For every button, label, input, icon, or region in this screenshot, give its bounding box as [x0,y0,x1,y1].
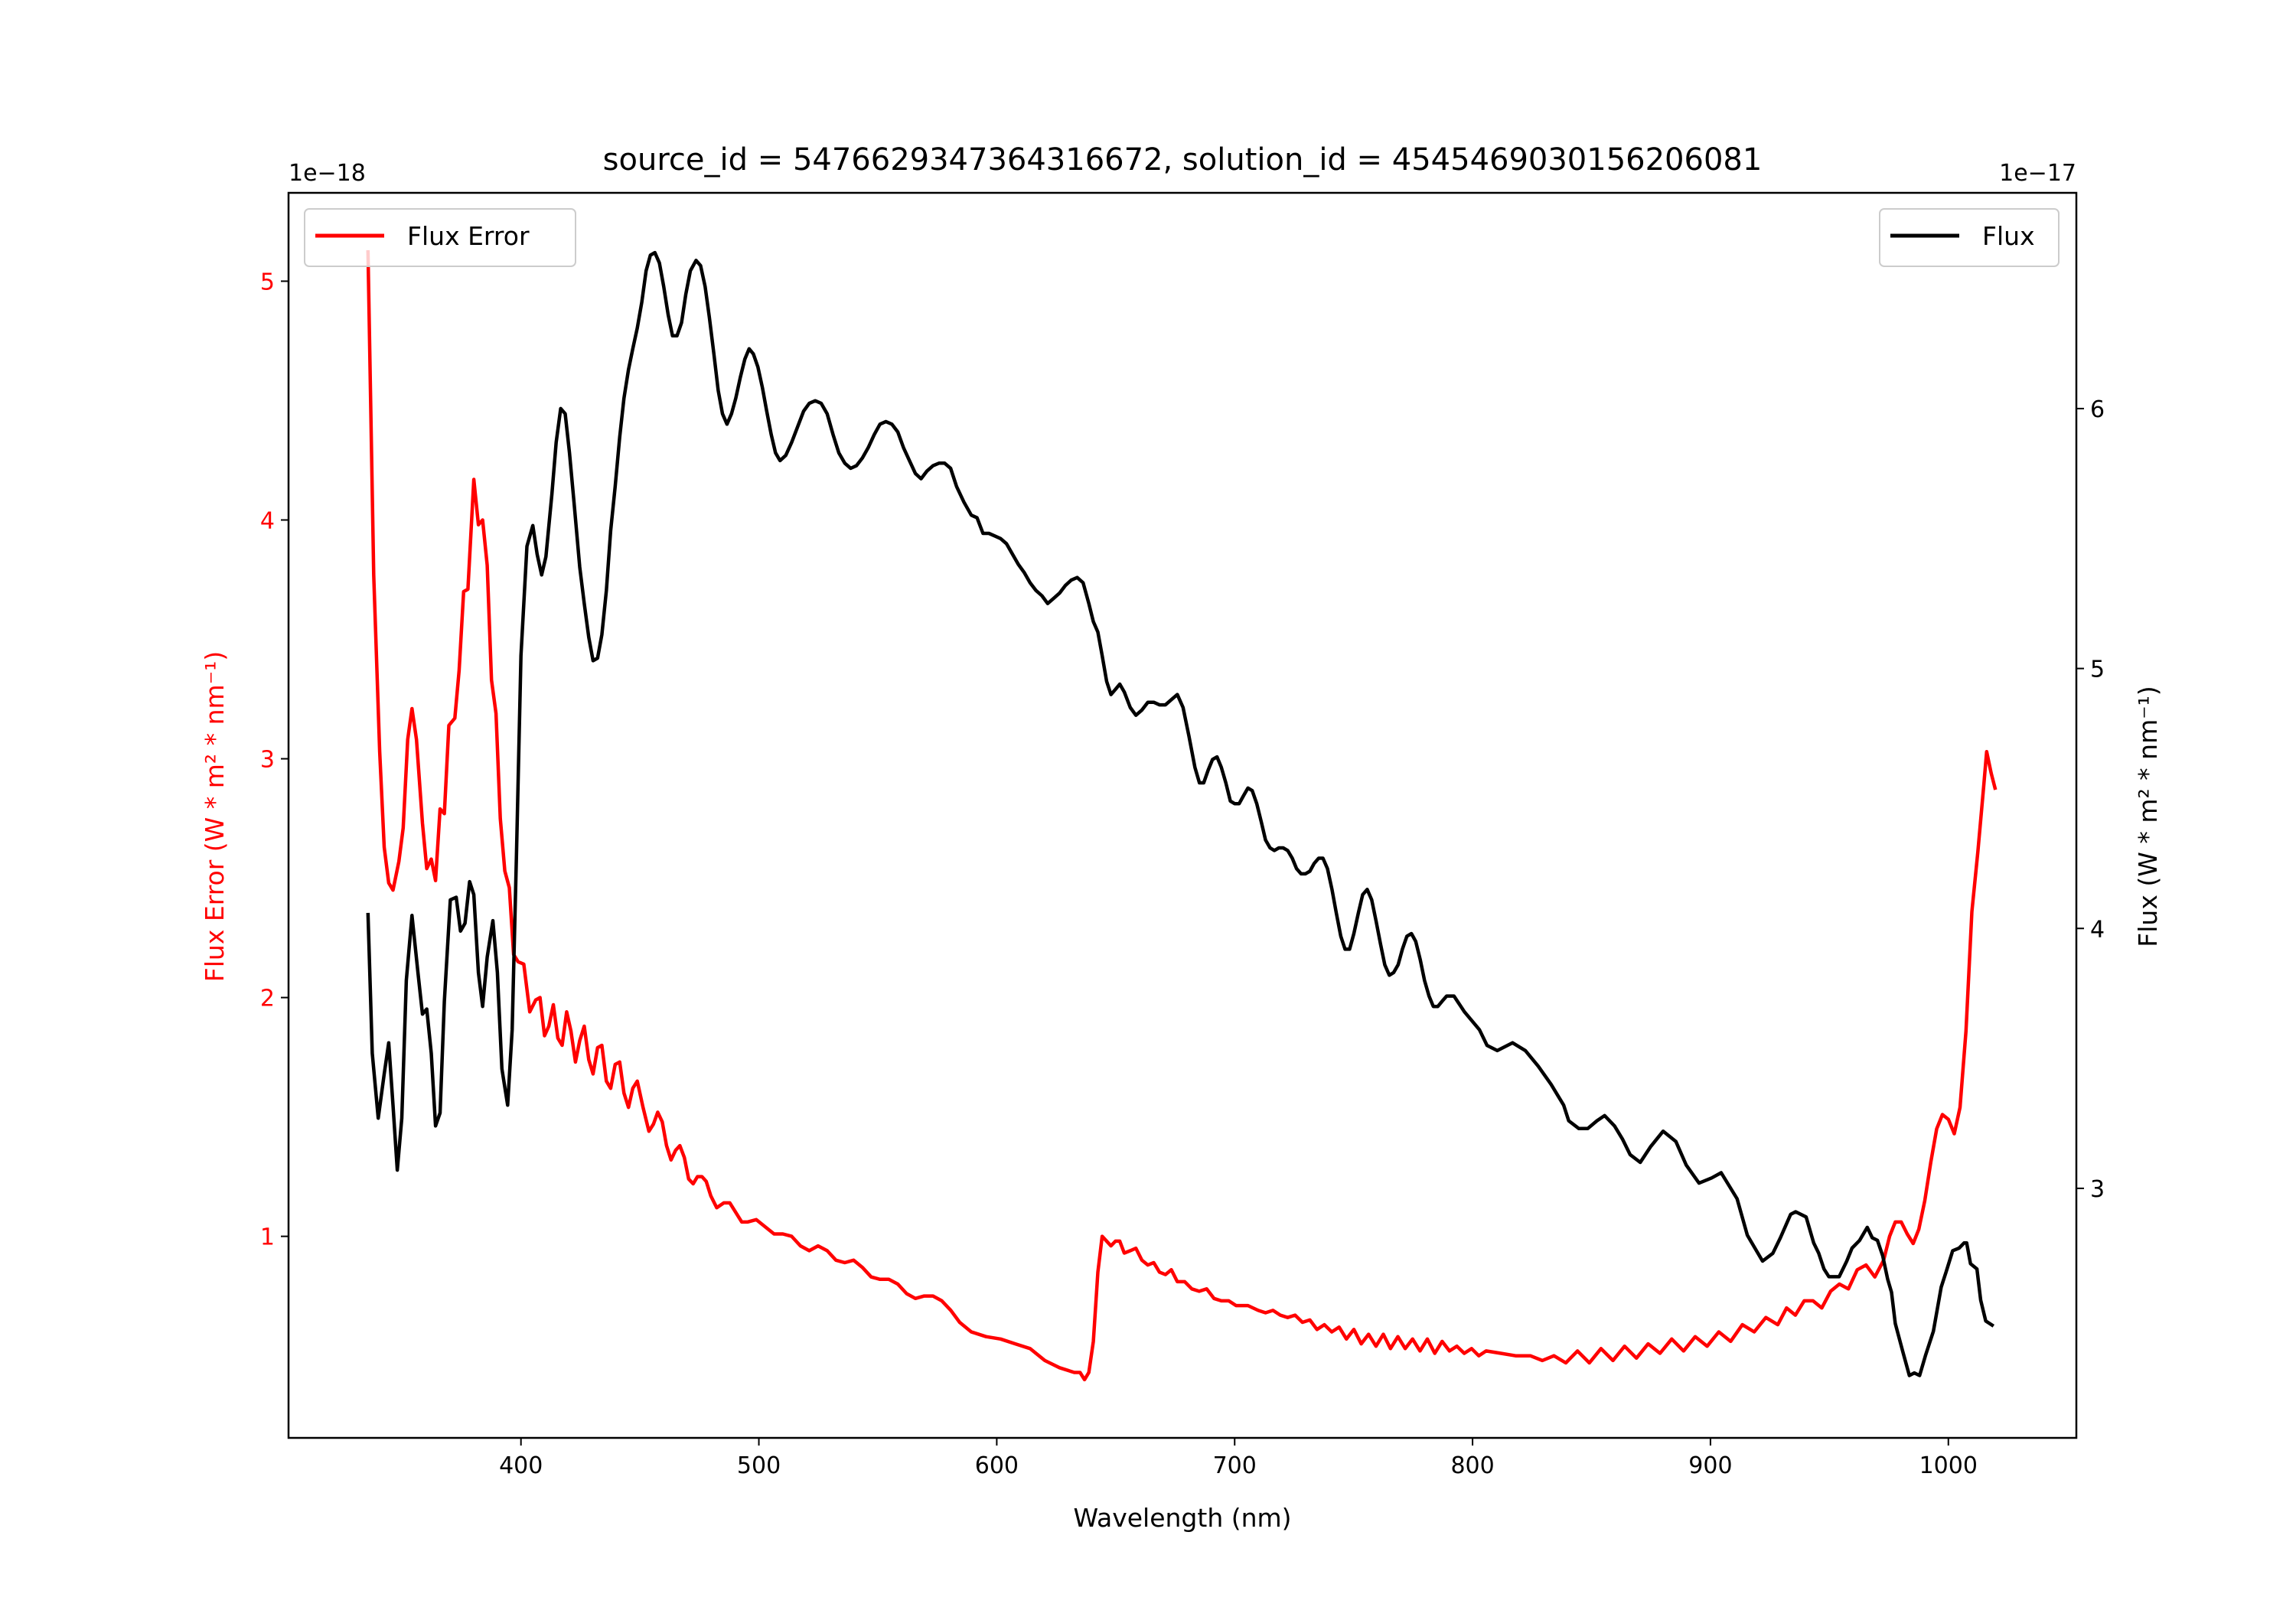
left-axis-offset-text: 1e−18 [289,160,366,187]
x-tick-label: 800 [1450,1452,1494,1479]
legend-flux-error: Flux Error [304,208,576,267]
chart-title: source_id = 5476629347364316672, solutio… [603,142,1763,178]
legend-box [1879,208,2060,267]
series-line-flux-error [366,249,1998,1382]
x-tick-label: 400 [499,1452,543,1479]
right-y-axis: 3 4 5 6 [2076,396,2105,1203]
right-y-tick-label: 3 [2090,1176,2105,1203]
left-y-axis-label: Flux Error (W * m² * nm⁻¹) [200,651,230,982]
x-tick-label: 600 [975,1452,1019,1479]
plot-area: 400 500 600 700 800 900 1000 1 2 3 4 5 3 4 5 6 [260,191,2105,1479]
axes-frame [287,191,2078,1439]
left-y-tick-label: 3 [260,747,275,774]
left-y-tick-label: 5 [260,269,275,295]
x-tick-label: 700 [1213,1452,1257,1479]
x-axis-label: Wavelength (nm) [1073,1503,1291,1533]
left-y-tick-label: 4 [260,508,275,535]
x-tick-label: 900 [1688,1452,1732,1479]
x-tick-label: 1000 [1919,1452,1978,1479]
x-axis: 400 500 600 700 800 900 1000 [499,1438,1978,1479]
left-y-tick-label: 1 [260,1224,275,1251]
legend-box [304,208,576,267]
right-axis-offset-text: 1e−17 [1999,160,2076,187]
right-y-tick-label: 6 [2090,396,2105,423]
legend-label-flux: Flux [1982,221,2035,251]
legend-flux: Flux [1879,208,2060,267]
series-line-flux [366,250,1995,1377]
left-y-tick-label: 2 [260,986,275,1012]
right-y-axis-label: Flux (W * m² * nm⁻¹) [2133,686,2163,947]
right-y-tick-label: 5 [2090,657,2105,683]
left-y-axis: 1 2 3 4 5 [260,269,289,1251]
right-y-tick-label: 4 [2090,916,2105,943]
x-tick-label: 500 [737,1452,781,1479]
legend-label-flux-error: Flux Error [407,221,530,251]
